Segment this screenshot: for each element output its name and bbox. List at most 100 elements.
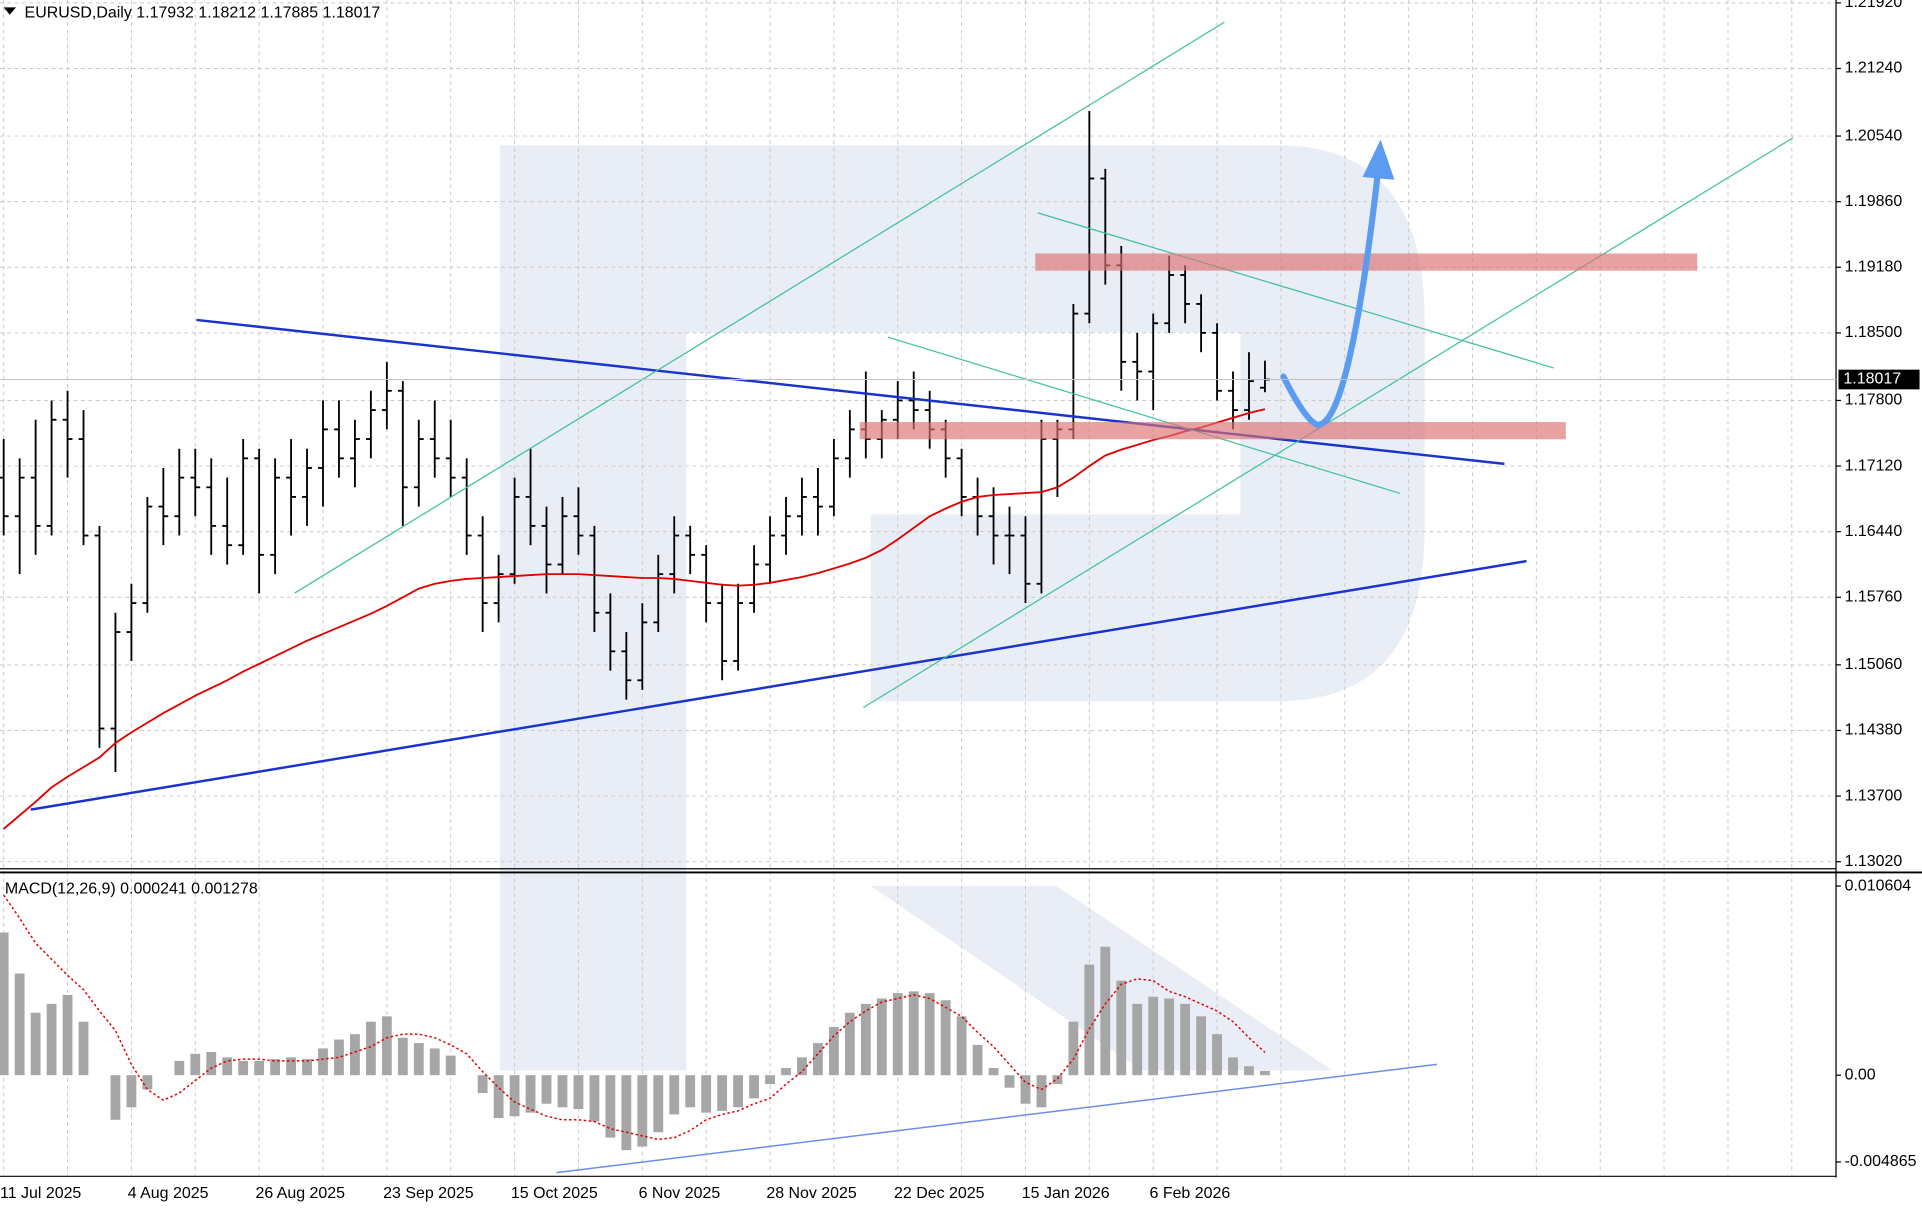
- histogram-bar: [14, 973, 25, 1076]
- histogram-bar: [653, 1075, 664, 1133]
- histogram-bar: [30, 1012, 41, 1076]
- macd-trend-line: [556, 1063, 1437, 1174]
- x-tick-label: 26 Aug 2025: [255, 1185, 345, 1202]
- trend-line: [196, 318, 1505, 466]
- histogram-bar: [813, 1043, 823, 1076]
- histogram-bar: [334, 1039, 344, 1076]
- macd-value: 0.000241: [120, 881, 187, 898]
- watermark-logo: [499, 145, 1425, 1071]
- histogram-bar: [828, 1027, 839, 1076]
- support-zone: [859, 422, 1566, 440]
- forecast-arrowhead: [1362, 139, 1395, 180]
- symbol: EURUSD,Daily: [25, 5, 132, 22]
- histogram-bar: [797, 1057, 807, 1076]
- histogram-bar: [557, 1075, 568, 1108]
- y-tick-label: 1.15760: [1845, 589, 1903, 606]
- y-tick-label: 1.20540: [1845, 127, 1903, 144]
- histogram-bar: [733, 1075, 744, 1108]
- histogram-bar: [1100, 946, 1111, 1076]
- price-header: EURUSD,Daily 1.17932 1.18212 1.17885 1.1…: [25, 5, 381, 22]
- frame: [0, 0, 1922, 1178]
- channel-line: [1037, 212, 1554, 369]
- histogram-bar: [350, 1034, 360, 1076]
- histogram-bar: [1020, 1075, 1031, 1104]
- histogram-bar: [781, 1068, 791, 1076]
- histogram-bar: [1228, 1057, 1238, 1076]
- y-tick-label: 0.00: [1845, 1066, 1876, 1083]
- histogram-bar: [637, 1075, 648, 1147]
- x-tick-label: 6 Nov 2025: [639, 1185, 721, 1202]
- histogram-bar: [509, 1075, 520, 1117]
- last-open: 1.17932: [136, 5, 194, 22]
- moving-average: [3, 408, 1266, 830]
- y-tick-label: 1.19860: [1845, 193, 1903, 210]
- histogram-bar: [860, 1003, 871, 1076]
- signal-line: [3, 894, 1266, 1141]
- x-tick-label: 22 Dec 2025: [894, 1185, 985, 1202]
- histogram-bar: [477, 1075, 488, 1094]
- histogram-bar: [924, 993, 935, 1076]
- histogram-bar: [1068, 1021, 1079, 1076]
- histogram-bar: [749, 1075, 759, 1099]
- histogram-bar: [302, 1059, 312, 1076]
- histogram-bar: [1180, 1003, 1191, 1076]
- histogram-bar: [717, 1075, 728, 1111]
- y-tick-label: 0.010604: [1845, 877, 1912, 894]
- histogram-bar: [765, 1075, 775, 1085]
- histogram-bar: [1148, 996, 1159, 1076]
- histogram-bar: [238, 1060, 249, 1076]
- x-tick-label: 28 Nov 2025: [766, 1185, 857, 1202]
- histogram-bar: [429, 1048, 440, 1076]
- x-tick-label: 4 Aug 2025: [128, 1185, 209, 1202]
- x-tick-label: 15 Jan 2026: [1022, 1185, 1110, 1202]
- histogram-bar: [621, 1075, 632, 1151]
- histogram-bar: [1036, 1075, 1047, 1108]
- histogram-bar: [318, 1048, 328, 1076]
- y-tick-label: 1.21920: [1845, 0, 1903, 11]
- last-close: 1.18017: [323, 5, 381, 22]
- histogram-bar: [1164, 998, 1175, 1076]
- histogram-bar: [972, 1044, 983, 1076]
- current-price-label: 1.18017: [1843, 371, 1901, 388]
- histogram-bar: [78, 1021, 89, 1076]
- histogram-bar: [286, 1057, 296, 1076]
- histogram-bar: [1212, 1034, 1222, 1076]
- histogram-bar: [1052, 1075, 1063, 1085]
- last-high: 1.18212: [198, 5, 256, 22]
- histogram-bar: [1132, 1003, 1143, 1076]
- histogram-bar: [1116, 980, 1127, 1076]
- x-tick-label: 11 Jul 2025: [0, 1185, 81, 1202]
- histogram-bar: [62, 994, 73, 1076]
- histogram-bar: [1244, 1066, 1254, 1076]
- y-tick-label: 1.13700: [1845, 787, 1903, 804]
- histogram-bar: [397, 1037, 408, 1076]
- y-tick-label: 1.17800: [1845, 392, 1903, 409]
- x-tick-label: 15 Oct 2025: [511, 1185, 598, 1202]
- channel-line: [887, 336, 1401, 495]
- y-tick-label: -0.004865: [1845, 1153, 1917, 1170]
- y-tick-label: 1.18500: [1845, 324, 1903, 341]
- histogram-bar: [0, 932, 9, 1076]
- histogram-bar: [541, 1075, 552, 1104]
- x-tick-label: 23 Sep 2025: [383, 1185, 474, 1202]
- histogram-bar: [1084, 964, 1095, 1076]
- histogram-bar: [270, 1059, 281, 1076]
- histogram-bar: [1260, 1070, 1270, 1076]
- annotations: [30, 21, 1794, 1174]
- y-tick-label: 1.13020: [1845, 853, 1903, 870]
- y-tick-label: 1.19180: [1845, 258, 1903, 275]
- histogram-bar: [381, 1016, 392, 1076]
- indicator-name: MACD(12,26,9): [5, 881, 116, 898]
- macd-header: MACD(12,26,9) 0.000241 0.001278: [5, 881, 258, 898]
- histogram-bar: [445, 1055, 456, 1076]
- histogram-bar: [525, 1075, 536, 1113]
- histogram-bar: [956, 1016, 967, 1076]
- trend-line: [30, 559, 1527, 811]
- histogram-bar: [142, 1075, 153, 1090]
- forecast-arrow: [1280, 169, 1382, 428]
- y-tick-label: 1.21240: [1845, 60, 1903, 77]
- histogram-bar: [365, 1021, 376, 1076]
- histogram-bar: [844, 1012, 855, 1076]
